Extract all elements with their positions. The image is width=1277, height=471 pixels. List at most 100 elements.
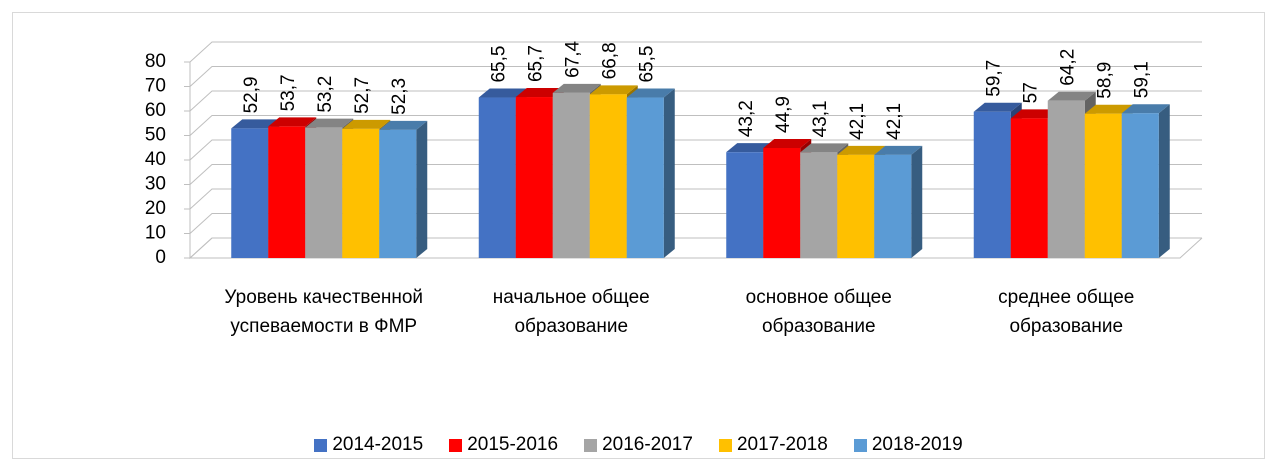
bar-front [837,154,875,258]
legend-swatch [718,438,732,452]
bar-top [515,88,564,98]
y-tick-label: 30 [145,174,166,195]
value-label: 66,8 [599,42,620,79]
bar-front [973,111,1011,258]
value-label: 42,1 [884,103,905,140]
value-label: 43,1 [810,100,831,137]
bar-front [800,152,838,258]
bar-front [1010,118,1048,258]
legend-swatch [853,438,867,452]
bar-top [1047,91,1096,101]
legend-item: 2018-2019 [853,434,963,456]
legend-label: 2015-2016 [467,434,559,455]
value-label: 65,5 [488,46,509,83]
grid-line [189,139,1202,161]
legend-label: 2017-2018 [736,434,828,455]
bar-top [1121,104,1170,114]
legend-label: 2018-2019 [871,434,963,455]
value-label: 53,7 [278,74,299,111]
bar-top [589,85,638,95]
value-label: 57 [1020,82,1041,103]
bar-side [1158,104,1170,258]
y-tick-label: 50 [145,125,166,146]
value-label: 52,9 [241,76,262,113]
chart-frame [12,12,1265,459]
grid-line [189,90,1202,112]
value-label: 59,7 [983,60,1004,97]
x-tick-label: начальное общее образование [492,287,650,337]
grid-line [189,41,1202,63]
value-label: 64,2 [1057,49,1078,86]
bar-top [1010,109,1059,119]
value-label: 44,9 [773,96,794,133]
bar-front [342,128,380,258]
x-tick-label: основное общее образование [745,287,892,337]
value-label: 52,7 [352,77,373,114]
y-tick-label: 80 [145,51,166,72]
bar-top [305,118,354,128]
y-tick-label: 20 [145,198,166,219]
legend-item: 2017-2018 [718,434,828,456]
value-label: 65,5 [636,46,657,83]
bar-top [342,119,391,129]
bar-top [726,143,775,153]
grid-line [189,115,1202,136]
value-label: 59,1 [1131,61,1152,98]
bar-top [552,83,601,93]
grid-line [189,66,1202,87]
bar-front [305,127,343,258]
legend-swatch [314,438,328,452]
x-tick-label: Уровень качественной успеваемости в ФМР [224,287,424,337]
bar-top [231,119,280,129]
bar [379,120,428,259]
bar-front [1084,113,1122,258]
y-tick-label: 60 [145,100,166,121]
bar-front [268,126,306,258]
legend-item: 2014-2015 [314,434,423,456]
legend: 2014-2015 2015-2016 2016-2017 2017-2018 2018… [0,434,1277,456]
bar-top [837,145,886,155]
legend-swatch [584,438,598,452]
bar-side [663,88,675,259]
bar-top [874,145,923,155]
y-tick-label: 70 [145,76,166,97]
back-wall-axis [189,62,213,260]
legend-item: 2016-2017 [584,434,693,456]
y-tick-label: 0 [155,247,166,268]
bar-side [416,120,428,259]
bar-top [1084,104,1133,114]
bar-front [874,154,912,258]
bar-top [973,102,1022,112]
bar-front [478,97,516,259]
value-label: 65,7 [525,45,546,82]
value-label: 53,2 [315,76,336,113]
x-tick-label: среднее общее образование [998,287,1135,337]
legend-swatch [449,438,463,452]
y-tick-label: 10 [145,223,166,244]
bar-top [268,117,317,127]
legend-label: 2014-2015 [332,434,424,455]
value-label: 42,1 [847,103,868,140]
bar [874,145,923,258]
bar-front [379,129,417,258]
bar [1121,104,1170,258]
bar-front [1047,100,1085,259]
y-tick-label: 40 [145,149,166,170]
bar-top [763,138,812,148]
bar-front [515,97,553,258]
value-label: 52,3 [389,78,410,115]
bar-top [626,88,675,98]
bar-top [800,143,849,153]
bar-front [726,152,764,258]
legend-label: 2016-2017 [602,434,693,455]
bar-front [231,128,269,258]
value-label: 58,9 [1094,62,1115,99]
bar-front [589,94,627,258]
bar-top [379,120,428,130]
bar-side [911,145,923,258]
bar-top [478,88,527,98]
value-label: 43,2 [736,100,757,137]
bar-front [1121,113,1159,258]
